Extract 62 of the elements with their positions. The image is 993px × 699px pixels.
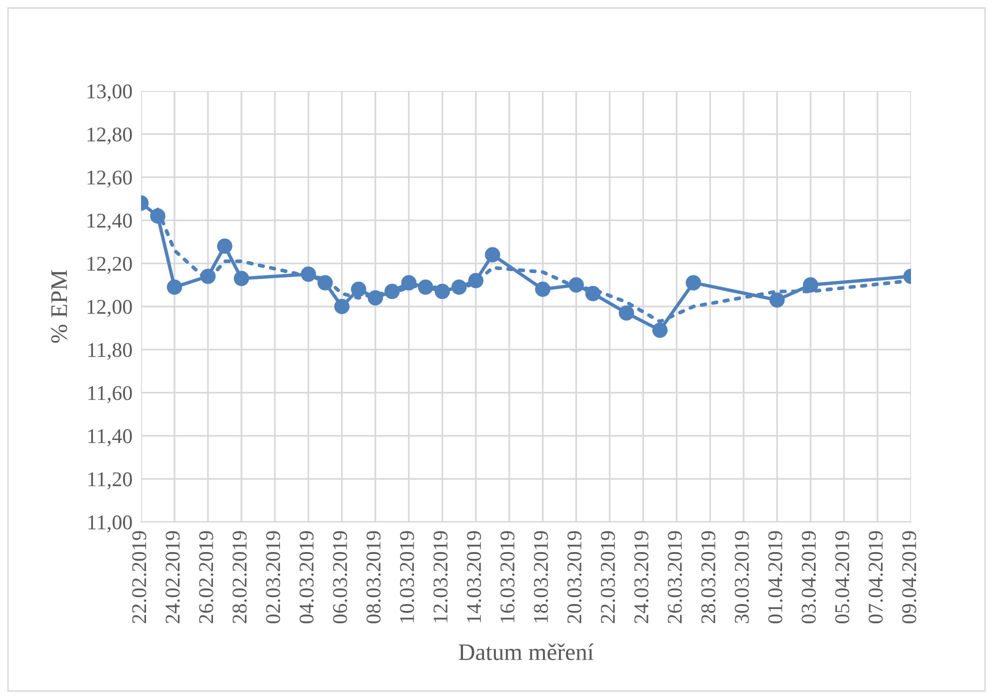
point [166, 279, 182, 295]
y-tick-label: 11,20 [88, 472, 132, 490]
y-tick-label: 12,00 [88, 300, 132, 317]
x-tick-label: 24.03.2019 [634, 531, 648, 624]
x-tick-label: 24.02.2019 [166, 531, 180, 624]
point [418, 279, 434, 295]
x-tick-label: 03.04.2019 [802, 531, 816, 624]
y-tick-label: 11,00 [88, 515, 132, 532]
x-tick-label: 30.03.2019 [734, 531, 749, 624]
point [334, 298, 350, 314]
y-tick-label: 13,00 [88, 84, 132, 102]
point [535, 282, 550, 297]
x-tick-label: 07.04.2019 [868, 531, 883, 624]
y-tick-label: 12,60 [88, 170, 132, 188]
x-tick-label: 20.03.2019 [567, 531, 582, 624]
x-tick-label: 08.03.2019 [366, 531, 381, 624]
point [368, 290, 383, 306]
y-tick-label: 11,40 [88, 429, 132, 446]
point [434, 284, 450, 300]
x-tick-label: 26.03.2019 [668, 531, 682, 624]
x-tick-label: 26.02.2019 [199, 531, 214, 624]
x-tick-label: 14.03.2019 [466, 531, 482, 622]
x-axis-title: Datum měření [458, 643, 594, 660]
y-tick-label: 12,40 [88, 214, 132, 231]
point [217, 238, 232, 254]
x-tick-label: 16.03.2019 [500, 531, 515, 622]
x-tick-label: 02.03.2019 [266, 531, 280, 624]
x-tick-label: 22.02.2019 [132, 531, 146, 624]
x-tick-label: 06.03.2019 [333, 531, 348, 624]
x-tick-label: 04.03.2019 [300, 531, 314, 624]
y-tick-label: 12,20 [88, 256, 132, 274]
point [200, 268, 216, 284]
x-tick-label: 28.03.2019 [701, 531, 716, 624]
x-tick-label: 18.03.2019 [534, 531, 548, 622]
point [585, 286, 601, 302]
point [652, 322, 668, 338]
x-tick-label: 01.04.2019 [768, 531, 782, 624]
point [300, 266, 316, 282]
point [234, 270, 250, 286]
point [150, 208, 166, 224]
point [686, 275, 702, 290]
x-tick-label: 22.03.2019 [600, 531, 615, 624]
y-tick-label: 11,60 [88, 386, 132, 404]
point [401, 275, 416, 290]
point [468, 273, 484, 288]
point [618, 305, 634, 321]
point [384, 284, 400, 300]
point [317, 275, 333, 290]
point [769, 292, 785, 308]
y-axis-title: % EPM [51, 270, 68, 343]
point [802, 277, 818, 293]
x-tick-label: 09.04.2019 [902, 531, 916, 624]
point [484, 247, 500, 262]
y-tick-label: 11,80 [88, 342, 132, 360]
y-tick-label: 12,80 [88, 127, 132, 145]
x-tick-label: 28.02.2019 [232, 531, 247, 624]
x-tick-label: 10.03.2019 [400, 531, 414, 622]
point [350, 282, 366, 297]
x-tick-label: 05.04.2019 [835, 531, 850, 624]
point [451, 279, 467, 295]
x-tick-label: 12.03.2019 [433, 531, 448, 622]
point [568, 277, 584, 293]
